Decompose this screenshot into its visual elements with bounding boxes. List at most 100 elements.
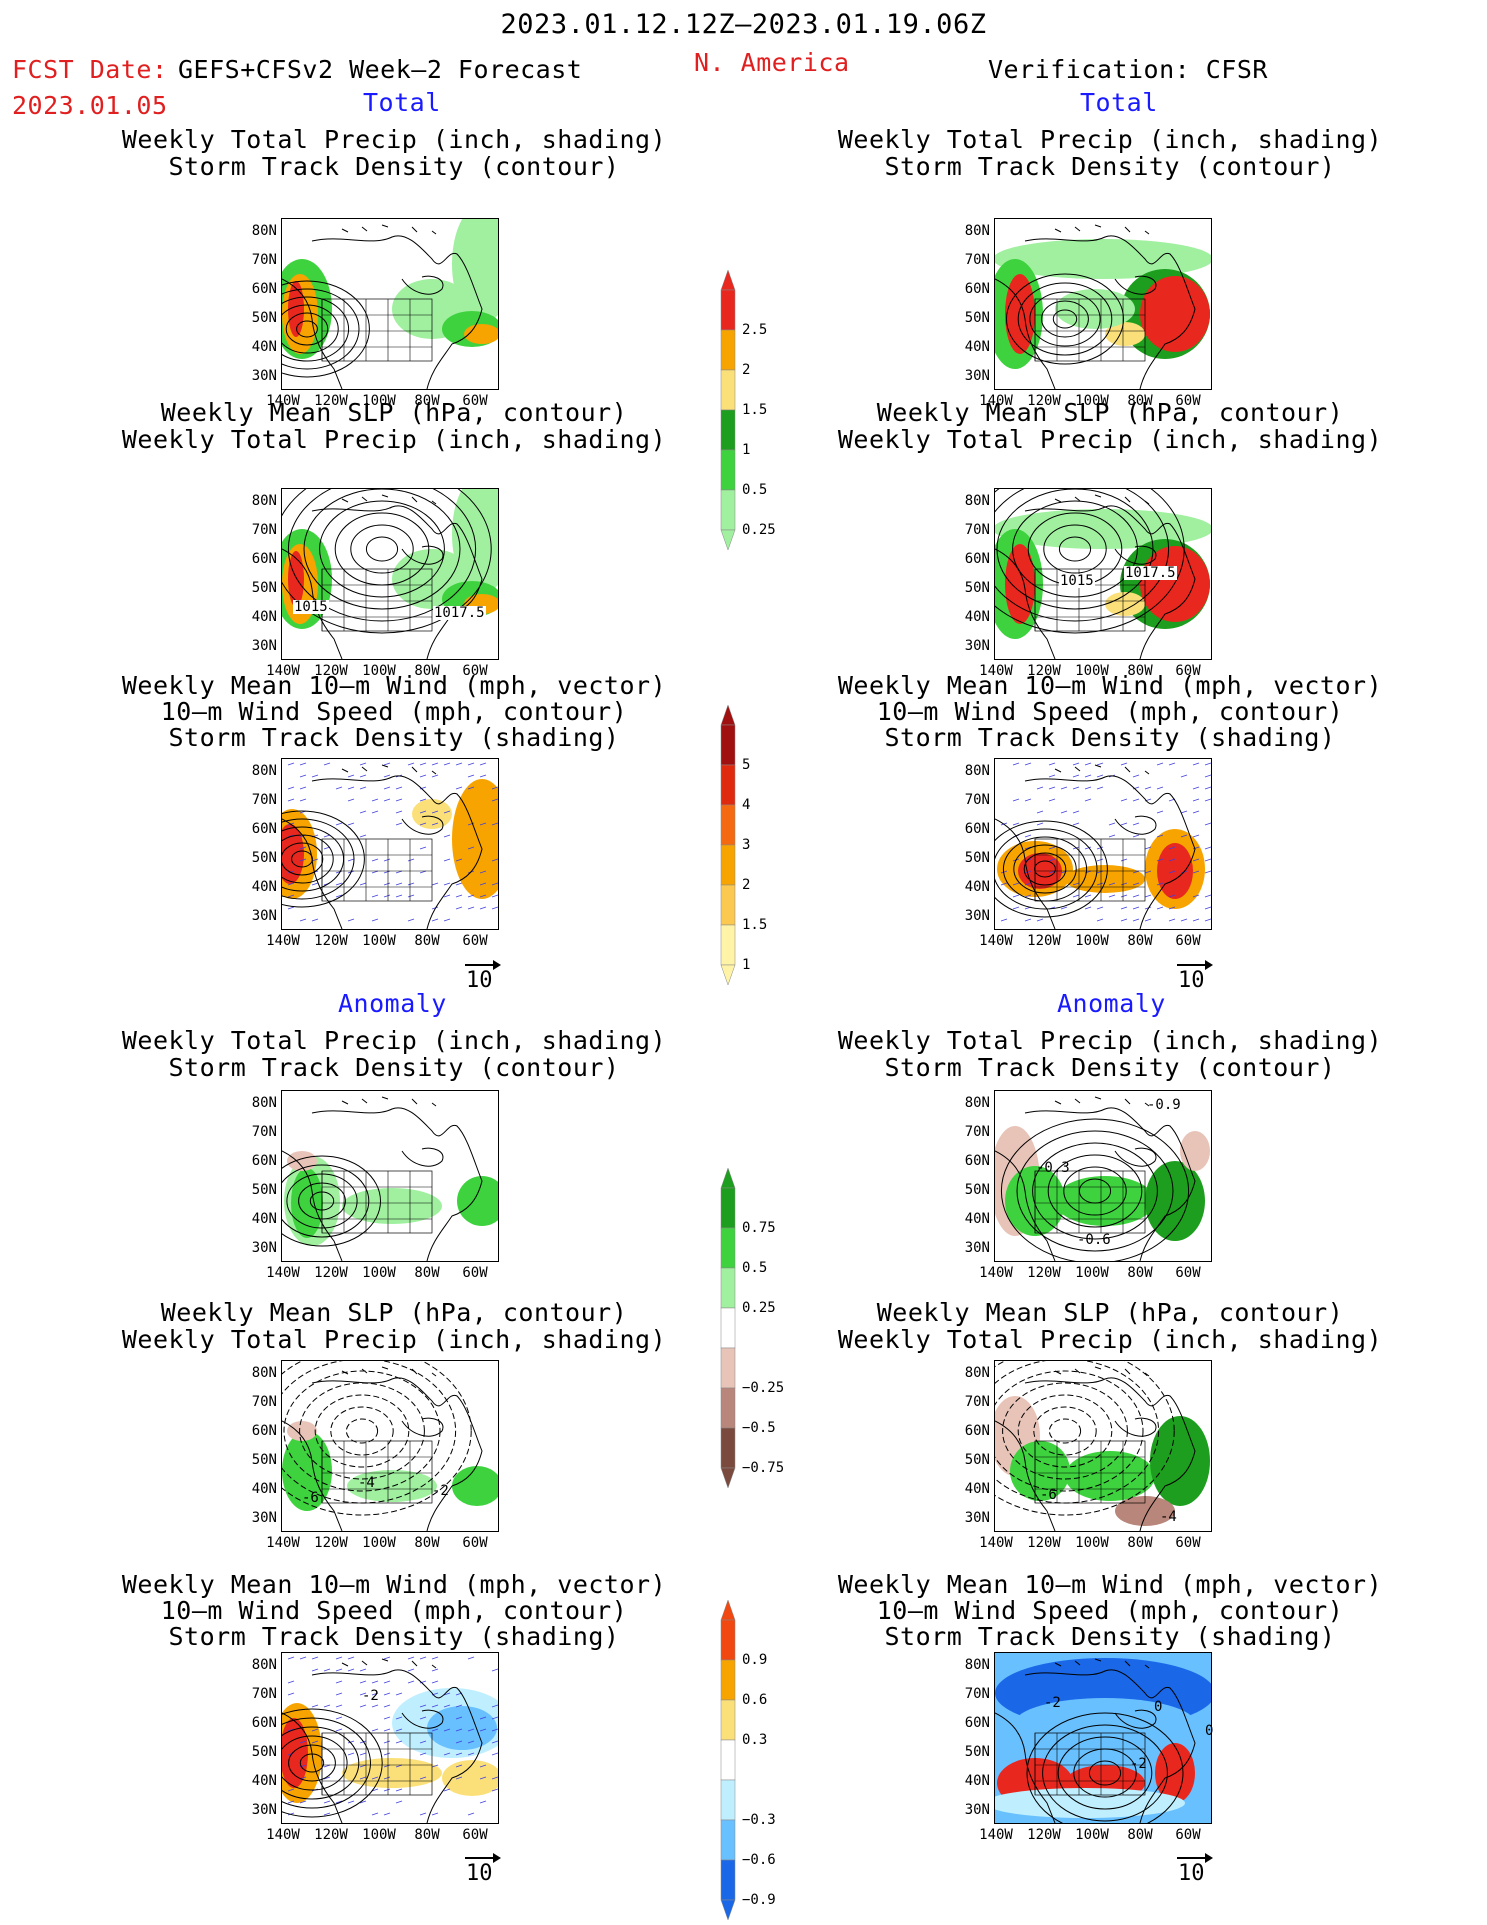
title-wind-anom-ver-3: Storm Track Density (shading) xyxy=(810,1624,1410,1650)
shade-region xyxy=(287,1421,317,1441)
lat-tick-label: 80N xyxy=(956,1658,990,1672)
fcst-date-label: FCST Date: xyxy=(12,57,168,83)
colorbar-label: 0.75 xyxy=(742,1221,776,1235)
colorbar-segment xyxy=(721,725,735,765)
lon-tick-label: 140W xyxy=(971,1536,1021,1550)
lat-tick-label: 40N xyxy=(243,880,277,894)
colorbar-segment xyxy=(721,1268,735,1308)
colorbar-label: 2 xyxy=(742,878,750,892)
title-slp-anom-ver-1: Weekly Mean SLP (hPa, contour) xyxy=(810,1300,1410,1326)
lat-tick-label: 70N xyxy=(956,1687,990,1701)
colorbar-segment xyxy=(721,490,735,530)
lon-tick-label: 120W xyxy=(1019,1266,1069,1280)
lat-tick-label: 40N xyxy=(956,1482,990,1496)
colorbar-segment xyxy=(721,1820,735,1860)
title-precip-ver-1: Weekly Total Precip (inch, shading) xyxy=(810,127,1410,153)
vector-ref-label-3: 10 xyxy=(466,1861,493,1886)
lon-tick-label: 140W xyxy=(258,1536,308,1550)
region-label: N. America xyxy=(694,50,850,76)
colorbar-segment xyxy=(721,370,735,410)
lon-tick-label: 120W xyxy=(306,1828,356,1842)
lat-tick-label: 30N xyxy=(956,1511,990,1525)
lon-tick-label: 60W xyxy=(450,1266,500,1280)
colorbar-label: −0.6 xyxy=(742,1853,776,1867)
lon-tick-label: 60W xyxy=(450,1828,500,1842)
colorbar-label: −0.25 xyxy=(742,1381,784,1395)
lon-tick-label: 140W xyxy=(971,1266,1021,1280)
lon-tick-label: 80W xyxy=(1115,664,1165,678)
colorbar-precip-total xyxy=(720,270,740,554)
lat-tick-label: 30N xyxy=(243,639,277,653)
lon-tick-label: 120W xyxy=(1019,1536,1069,1550)
lon-tick-label: 60W xyxy=(450,394,500,408)
lon-tick-label: 80W xyxy=(402,1828,452,1842)
lat-tick-label: 30N xyxy=(243,369,277,383)
lat-tick-label: 80N xyxy=(956,494,990,508)
lon-tick-label: 100W xyxy=(354,1266,404,1280)
colorbar-segment xyxy=(721,925,735,965)
map-slp-fcst-plot xyxy=(282,489,498,659)
lon-tick-label: 140W xyxy=(971,1828,1021,1842)
lat-tick-label: 40N xyxy=(243,340,277,354)
lat-tick-label: 80N xyxy=(956,764,990,778)
lon-tick-label: 60W xyxy=(1163,1828,1213,1842)
shade-region xyxy=(1150,1416,1210,1506)
lat-tick-label: 60N xyxy=(956,1424,990,1438)
colorbar-label: 0.5 xyxy=(742,483,767,497)
lat-tick-label: 40N xyxy=(956,1212,990,1226)
wind-anom-label-ver-1: -2 xyxy=(1044,1696,1061,1710)
colorbar-segment xyxy=(721,330,735,370)
lat-tick-label: 80N xyxy=(243,764,277,778)
precip-anom-label-ver-2: -0.9 xyxy=(1147,1098,1181,1112)
title-precip-fcst-1: Weekly Total Precip (inch, shading) xyxy=(94,127,694,153)
lon-tick-label: 100W xyxy=(354,1536,404,1550)
wind-anom-label-ver-4: -2 xyxy=(1130,1757,1147,1771)
map-slp-anom-fcst xyxy=(281,1360,499,1532)
title-precip-anom-ver-2: Storm Track Density (contour) xyxy=(810,1055,1410,1081)
lon-tick-label: 120W xyxy=(306,934,356,948)
colorbar-label: −0.5 xyxy=(742,1421,776,1435)
colorbar-label: 4 xyxy=(742,798,750,812)
map-precip-anom-fcst-plot xyxy=(282,1091,498,1261)
colorbar-precip-anom xyxy=(720,1168,740,1492)
colorbar-label: 0.25 xyxy=(742,523,776,537)
lon-tick-label: 120W xyxy=(1019,934,1069,948)
lat-tick-label: 30N xyxy=(243,1511,277,1525)
lon-tick-label: 80W xyxy=(402,934,452,948)
precip-anom-label-ver-1: -0.3 xyxy=(1036,1161,1070,1175)
colorbar-segment xyxy=(721,1700,735,1740)
map-wind-ver xyxy=(994,758,1212,930)
title-precip-anom-fcst-2: Storm Track Density (contour) xyxy=(94,1055,694,1081)
colorbar-label: 1 xyxy=(742,958,750,972)
map-wind-ver-plot xyxy=(995,759,1211,929)
wind-anom-label-ver-3: 0 xyxy=(1205,1724,1213,1738)
wind-anom-label-fcst-1: -2 xyxy=(362,1689,379,1703)
map-slp-anom-ver-plot xyxy=(995,1361,1211,1531)
colorbar-cap xyxy=(721,1168,735,1188)
map-precip-fcst-plot xyxy=(282,219,498,389)
lon-tick-label: 140W xyxy=(258,934,308,948)
colorbar-segment xyxy=(721,845,735,885)
shade-region xyxy=(1140,276,1210,352)
map-precip-ver-plot xyxy=(995,219,1211,389)
map-wind-anom-ver-plot xyxy=(995,1653,1211,1823)
title-slp-anom-fcst-2: Weekly Total Precip (inch, shading) xyxy=(94,1327,694,1353)
map-wind-fcst xyxy=(281,758,499,930)
lat-tick-label: 80N xyxy=(243,1366,277,1380)
slp-label-fcst-1015: 1015 xyxy=(293,600,329,614)
colorbar-label: 2.5 xyxy=(742,323,767,337)
lat-tick-label: 60N xyxy=(956,822,990,836)
colorbar-label: 1.5 xyxy=(742,918,767,932)
lat-tick-label: 70N xyxy=(956,1395,990,1409)
colorbar-label: 0.9 xyxy=(742,1653,767,1667)
title-precip-anom-ver-1: Weekly Total Precip (inch, shading) xyxy=(810,1028,1410,1054)
lat-tick-label: 50N xyxy=(243,1745,277,1759)
lat-tick-label: 80N xyxy=(956,1366,990,1380)
vector-ref-label-2: 10 xyxy=(1178,968,1205,993)
lon-tick-label: 120W xyxy=(1019,664,1069,678)
lon-tick-label: 120W xyxy=(1019,394,1069,408)
lat-tick-label: 30N xyxy=(956,1803,990,1817)
lat-tick-label: 50N xyxy=(956,1183,990,1197)
colorbar-segment xyxy=(721,805,735,845)
colorbar-segment xyxy=(721,450,735,490)
